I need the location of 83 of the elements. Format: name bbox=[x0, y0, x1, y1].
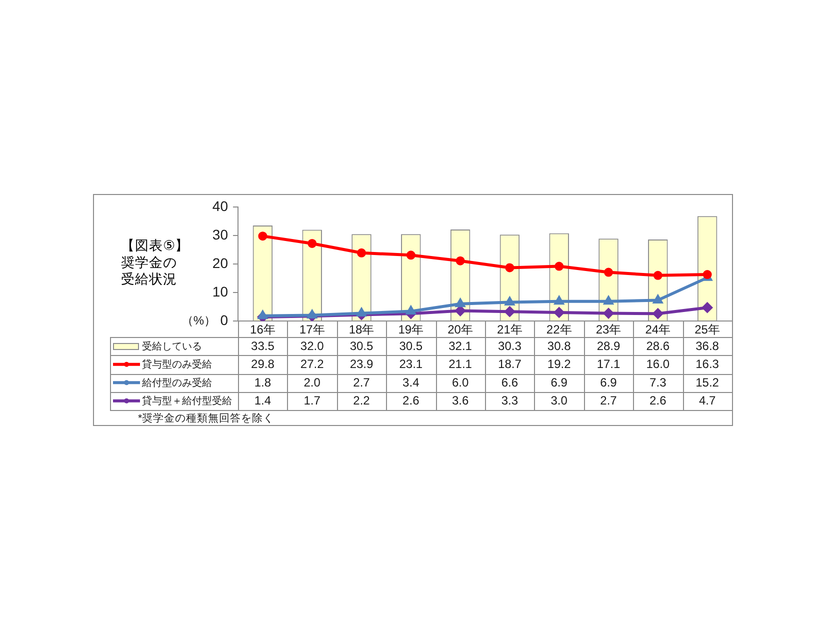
x-tick-label: 18年 bbox=[348, 322, 374, 337]
y-tick-label: 10 bbox=[212, 283, 228, 300]
point bbox=[554, 262, 564, 271]
data-label: 36.8 bbox=[696, 338, 720, 353]
data-label: 23.1 bbox=[399, 357, 423, 372]
data-label: 28.6 bbox=[646, 338, 670, 353]
point bbox=[702, 302, 713, 314]
data-label: 30.5 bbox=[399, 338, 423, 353]
x-tick-label: 24年 bbox=[645, 322, 671, 337]
x-tick-label: 20年 bbox=[448, 322, 473, 337]
point bbox=[603, 295, 614, 305]
point bbox=[308, 238, 317, 248]
data-label: 1.8 bbox=[254, 375, 272, 390]
data-label: 2.0 bbox=[304, 375, 321, 390]
data-label: 16.0 bbox=[646, 357, 670, 372]
legend-label: 受給している bbox=[142, 340, 202, 352]
data-label: 15.2 bbox=[696, 375, 720, 390]
point bbox=[455, 298, 466, 308]
point bbox=[356, 307, 367, 317]
point bbox=[604, 268, 613, 277]
data-label: 30.3 bbox=[498, 338, 522, 353]
data-label: 33.5 bbox=[251, 338, 275, 353]
point bbox=[505, 263, 514, 272]
point bbox=[406, 250, 416, 260]
data-label: 6.9 bbox=[600, 375, 618, 390]
point bbox=[456, 256, 465, 266]
y-tick-label: 0 bbox=[220, 312, 228, 328]
data-label: 6.6 bbox=[501, 375, 518, 390]
data-label: 6.9 bbox=[550, 375, 568, 390]
data-label: 16.3 bbox=[696, 357, 720, 372]
data-label: 19.2 bbox=[547, 357, 572, 372]
point bbox=[504, 296, 515, 306]
point bbox=[653, 270, 662, 280]
y-tick-label: 30 bbox=[212, 226, 228, 242]
y-axis-title: （%） bbox=[181, 313, 216, 328]
x-tick-label: 22年 bbox=[546, 322, 572, 337]
point bbox=[652, 294, 664, 304]
data-label: 18.7 bbox=[498, 357, 522, 372]
point bbox=[554, 295, 564, 305]
data-label: 27.2 bbox=[300, 357, 324, 372]
point bbox=[258, 232, 268, 241]
data-label: 7.3 bbox=[650, 375, 667, 390]
x-tick-label: 21年 bbox=[497, 322, 522, 337]
data-label: 3.0 bbox=[550, 394, 568, 408]
data-label: 3.4 bbox=[402, 375, 420, 390]
legend-label: 貸与型＋給付型受給 bbox=[142, 395, 232, 408]
legend-label: 貸与型のみ受給 bbox=[142, 358, 212, 371]
x-tick-label: 16年 bbox=[250, 322, 276, 337]
data-label: 2.2 bbox=[353, 394, 370, 408]
data-label: 4.7 bbox=[698, 394, 716, 408]
point bbox=[652, 308, 664, 320]
data-label: 3.6 bbox=[452, 394, 469, 408]
x-tick-label: 23年 bbox=[596, 322, 622, 337]
data-label: 29.8 bbox=[251, 357, 275, 372]
x-tick-label: 25年 bbox=[694, 322, 720, 337]
data-label: 32.1 bbox=[448, 338, 472, 353]
data-label: 2.6 bbox=[650, 394, 667, 408]
text: *奨学金の種類無回答を除く bbox=[138, 411, 274, 424]
y-tick-label: 20 bbox=[212, 254, 228, 271]
data-label: 30.8 bbox=[547, 338, 572, 353]
y-tick-label: 40 bbox=[212, 198, 228, 214]
point bbox=[357, 248, 366, 258]
point bbox=[406, 305, 416, 315]
data-label: 6.0 bbox=[452, 375, 469, 390]
x-tick-label: 19年 bbox=[398, 322, 424, 337]
data-label: 2.7 bbox=[600, 394, 618, 408]
point bbox=[554, 306, 565, 318]
point bbox=[603, 308, 614, 319]
data-label: 2.6 bbox=[402, 394, 420, 408]
data-label: 2.7 bbox=[353, 375, 370, 390]
data-label: 23.9 bbox=[350, 357, 374, 372]
point bbox=[504, 306, 516, 318]
legend-label: 給付型のみ受給 bbox=[141, 376, 212, 389]
data-label: 30.5 bbox=[350, 338, 374, 353]
x-tick-label: 17年 bbox=[299, 322, 325, 337]
data-label: 1.7 bbox=[304, 394, 321, 408]
data-label: 1.4 bbox=[254, 394, 272, 408]
data-label: 17.1 bbox=[596, 357, 620, 372]
text: 【図表⑤】奨学金の受給状況 bbox=[121, 238, 190, 287]
data-label: 3.3 bbox=[501, 394, 518, 408]
data-label: 32.0 bbox=[300, 338, 324, 353]
data-label: 21.1 bbox=[448, 357, 472, 372]
data-label: 28.9 bbox=[596, 338, 620, 353]
